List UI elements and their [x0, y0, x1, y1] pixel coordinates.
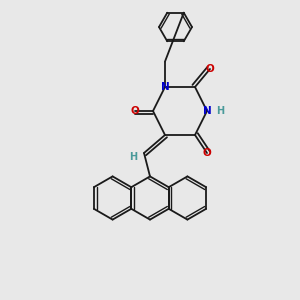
Text: H: H	[129, 152, 138, 163]
Text: O: O	[206, 64, 214, 74]
Text: N: N	[160, 82, 169, 92]
Text: O: O	[130, 106, 140, 116]
Text: H: H	[216, 106, 225, 116]
Text: N: N	[202, 106, 211, 116]
Text: O: O	[202, 148, 211, 158]
